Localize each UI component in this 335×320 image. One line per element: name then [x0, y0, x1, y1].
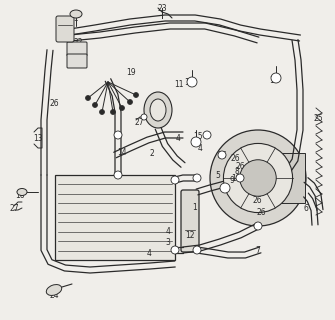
- Text: 17: 17: [269, 76, 279, 84]
- Text: 4: 4: [147, 250, 151, 259]
- Ellipse shape: [150, 99, 166, 121]
- Circle shape: [236, 174, 244, 182]
- Text: 20: 20: [155, 102, 165, 111]
- Text: 4: 4: [165, 227, 171, 236]
- Circle shape: [271, 73, 281, 83]
- FancyBboxPatch shape: [67, 42, 87, 56]
- Text: 11: 11: [174, 79, 184, 89]
- Circle shape: [111, 109, 116, 115]
- Ellipse shape: [17, 188, 27, 196]
- Text: 1: 1: [193, 203, 197, 212]
- Bar: [55, 175, 175, 260]
- Text: 26: 26: [217, 150, 227, 159]
- Text: 8: 8: [234, 166, 240, 175]
- Text: 5: 5: [215, 171, 220, 180]
- Ellipse shape: [46, 284, 62, 295]
- Text: 15: 15: [193, 132, 203, 140]
- Circle shape: [99, 109, 105, 115]
- Circle shape: [210, 130, 306, 226]
- Ellipse shape: [144, 92, 172, 128]
- Text: 23: 23: [157, 4, 167, 12]
- Text: 26: 26: [49, 99, 59, 108]
- Circle shape: [114, 131, 122, 139]
- FancyBboxPatch shape: [67, 54, 87, 68]
- Text: 7: 7: [256, 245, 260, 254]
- Text: 13: 13: [33, 133, 43, 142]
- Text: 4: 4: [176, 133, 181, 142]
- Text: 21: 21: [69, 13, 79, 22]
- FancyBboxPatch shape: [56, 16, 74, 42]
- Text: 14: 14: [117, 148, 127, 156]
- Text: 26: 26: [235, 162, 245, 171]
- Circle shape: [85, 95, 90, 100]
- Circle shape: [191, 137, 201, 147]
- Circle shape: [193, 246, 201, 254]
- Text: 4: 4: [198, 143, 202, 153]
- Text: 10: 10: [231, 173, 241, 182]
- Text: 6: 6: [304, 204, 309, 212]
- Circle shape: [171, 246, 179, 254]
- Circle shape: [203, 131, 211, 139]
- Text: 27: 27: [9, 204, 19, 212]
- Text: 9: 9: [229, 175, 234, 185]
- Text: 19: 19: [126, 68, 136, 76]
- Text: 28: 28: [60, 18, 70, 27]
- Text: 26: 26: [256, 207, 266, 217]
- Ellipse shape: [70, 10, 82, 18]
- Circle shape: [141, 114, 147, 120]
- Text: 16: 16: [15, 190, 25, 199]
- Circle shape: [254, 222, 262, 230]
- Circle shape: [240, 160, 276, 196]
- Text: 2: 2: [150, 148, 154, 157]
- Text: 24: 24: [49, 291, 59, 300]
- Text: 4: 4: [222, 183, 227, 193]
- Circle shape: [218, 151, 226, 159]
- Circle shape: [220, 183, 230, 193]
- Text: 18: 18: [184, 77, 194, 86]
- Text: 26: 26: [230, 154, 240, 163]
- Text: 26: 26: [252, 196, 262, 204]
- Text: 12: 12: [185, 230, 195, 239]
- Bar: [263, 153, 305, 203]
- Circle shape: [134, 92, 138, 98]
- Circle shape: [223, 143, 292, 212]
- Text: 22: 22: [71, 52, 81, 61]
- Circle shape: [187, 77, 197, 87]
- Text: 25: 25: [313, 114, 323, 123]
- FancyBboxPatch shape: [181, 190, 199, 252]
- Circle shape: [193, 174, 201, 182]
- Text: 3: 3: [165, 237, 171, 246]
- Circle shape: [128, 100, 133, 105]
- Circle shape: [114, 171, 122, 179]
- Text: 27: 27: [134, 117, 144, 126]
- Text: 22: 22: [73, 37, 83, 46]
- Circle shape: [171, 176, 179, 184]
- Circle shape: [120, 106, 125, 110]
- Circle shape: [92, 102, 97, 108]
